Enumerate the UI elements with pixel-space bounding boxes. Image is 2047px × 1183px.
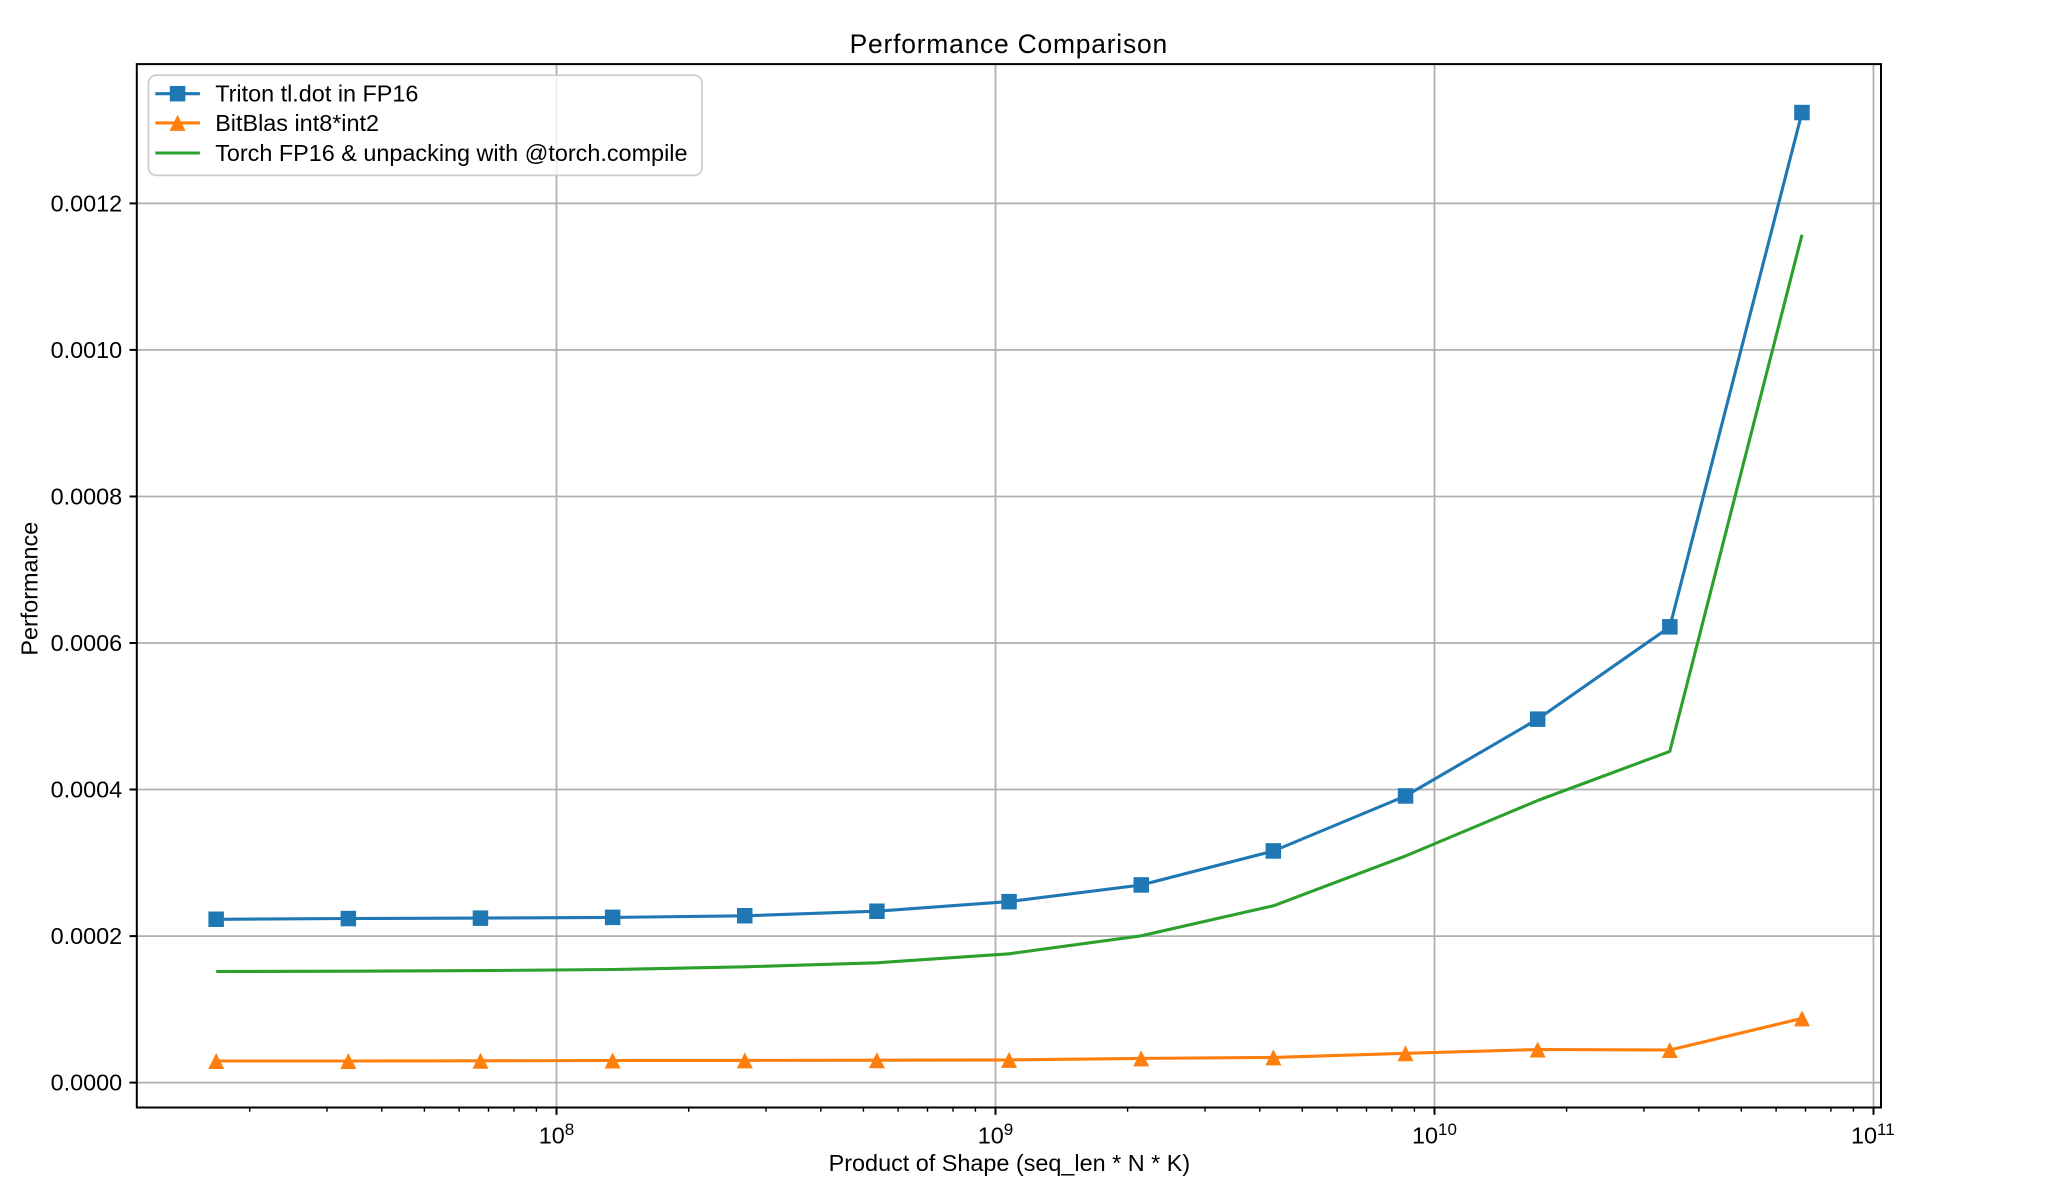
svg-text:0.0006: 0.0006 (51, 630, 123, 656)
svg-text:10: 10 (539, 1123, 565, 1149)
svg-text:10: 10 (1412, 1123, 1438, 1149)
svg-text:0.0008: 0.0008 (51, 484, 123, 510)
svg-text:Torch FP16 & unpacking with @t: Torch FP16 & unpacking with @torch.compi… (215, 140, 687, 166)
svg-text:Performance Comparison: Performance Comparison (850, 29, 1168, 59)
svg-text:11: 11 (1877, 1120, 1895, 1139)
svg-text:10: 10 (1438, 1120, 1457, 1139)
svg-text:10: 10 (978, 1123, 1004, 1149)
svg-text:0.0004: 0.0004 (51, 777, 123, 803)
svg-text:0.0010: 0.0010 (51, 337, 123, 363)
svg-text:0.0000: 0.0000 (51, 1070, 123, 1096)
svg-text:0.0012: 0.0012 (51, 191, 123, 217)
svg-text:10: 10 (1851, 1123, 1877, 1149)
svg-text:Triton tl.dot in FP16: Triton tl.dot in FP16 (215, 81, 418, 107)
svg-text:Product of Shape (seq_len * N: Product of Shape (seq_len * N * K) (829, 1150, 1190, 1176)
svg-text:0.0002: 0.0002 (51, 923, 123, 949)
svg-text:9: 9 (1004, 1120, 1013, 1139)
svg-text:Performance: Performance (17, 522, 43, 656)
svg-text:BitBlas int8*int2: BitBlas int8*int2 (215, 110, 379, 136)
svg-text:8: 8 (565, 1120, 574, 1139)
